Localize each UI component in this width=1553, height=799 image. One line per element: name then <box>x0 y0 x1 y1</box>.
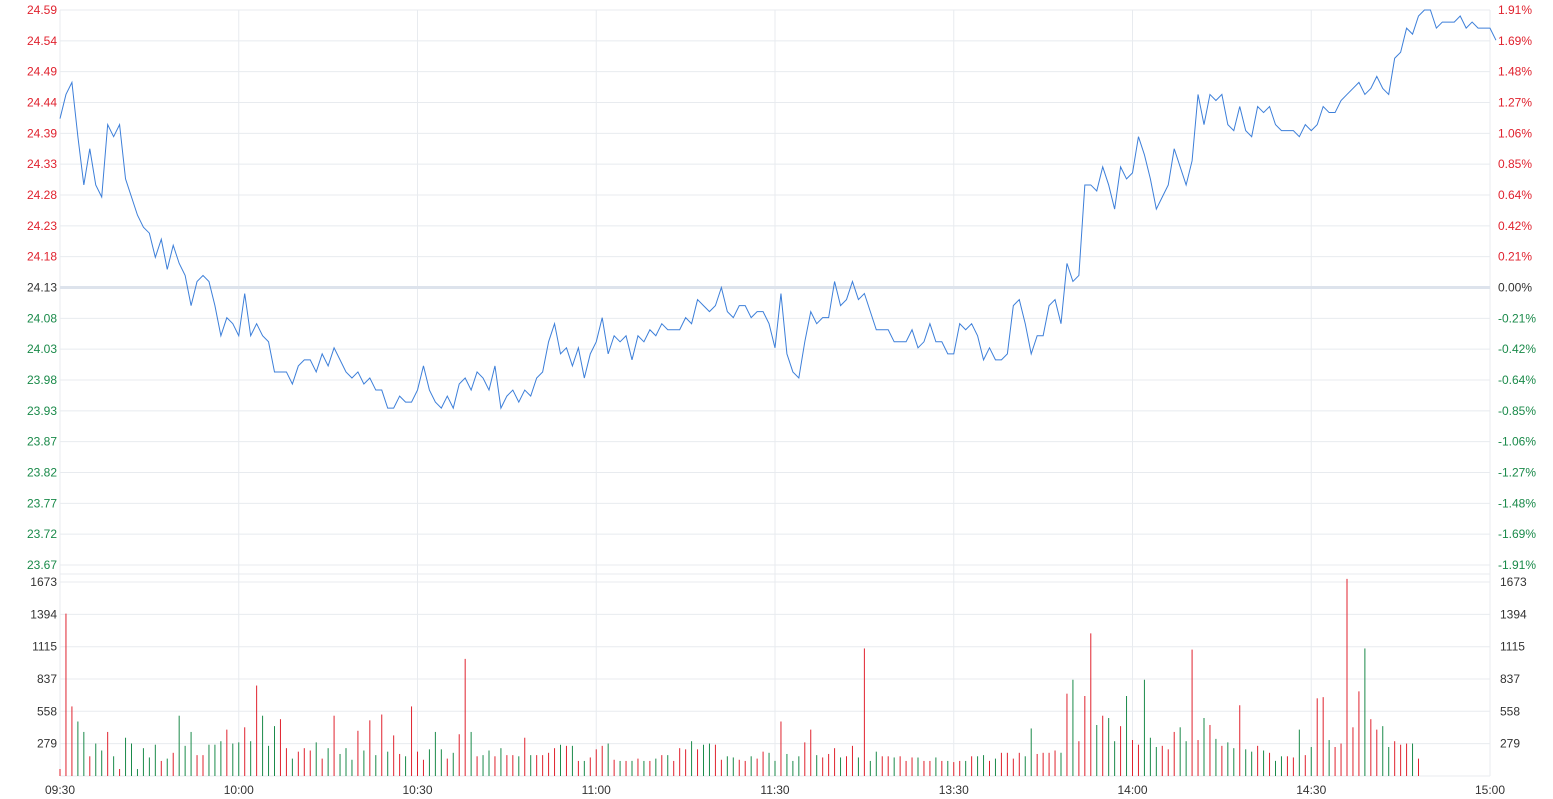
time-axis: 09:30 10:00 10:30 11:00 11:30 13:30 14:00 14:30… <box>45 783 1505 797</box>
volume-bars <box>59 578 1419 776</box>
percent-tick-label: -0.64% <box>1498 373 1536 387</box>
percent-tick-label: -1.48% <box>1498 496 1536 510</box>
price-tick-label: 23.67 <box>27 558 57 572</box>
percent-tick-label: 0.85% <box>1498 157 1532 171</box>
volume-tick-label: 558 <box>1500 704 1520 718</box>
volume-tick-label: 1115 <box>1500 640 1525 654</box>
volume-tick-label: 279 <box>1500 737 1520 751</box>
percent-tick-label: -1.91% <box>1498 558 1536 572</box>
volume-tick-label: 1673 <box>1500 575 1527 589</box>
price-tick-label: 24.18 <box>27 250 57 264</box>
percent-tick-label: -1.06% <box>1498 435 1536 449</box>
percent-tick-label: 0.00% <box>1498 281 1532 295</box>
percent-tick-label: -1.27% <box>1498 466 1536 480</box>
time-tick-label: 10:00 <box>224 783 254 797</box>
time-gridlines <box>238 10 1312 776</box>
price-tick-label: 24.59 <box>27 3 57 17</box>
price-tick-label: 24.03 <box>27 342 57 356</box>
price-tick-label: 23.77 <box>27 496 57 510</box>
percent-tick-label: 0.42% <box>1498 219 1532 233</box>
volume-tick-label: 1673 <box>30 575 57 589</box>
price-tick-label: 24.08 <box>27 311 57 325</box>
volume-tick-label: 1394 <box>30 607 57 621</box>
right-percent-axis: 1.91% 1.69% 1.48% 1.27% 1.06% 0.85% 0.64% 0.42%… <box>1498 3 1536 572</box>
time-tick-label: 10:30 <box>402 783 432 797</box>
price-tick-label: 23.87 <box>27 435 57 449</box>
price-tick-label: 24.13 <box>27 281 57 295</box>
left-volume-axis: 1673 1394 1115 837 558 279 <box>30 575 57 751</box>
percent-tick-label: -0.42% <box>1498 342 1536 356</box>
volume-tick-label: 837 <box>1500 672 1520 686</box>
price-tick-label: 24.23 <box>27 219 57 233</box>
price-tick-label: 24.39 <box>27 126 57 140</box>
price-tick-label: 23.93 <box>27 404 57 418</box>
percent-tick-label: -0.21% <box>1498 311 1536 325</box>
percent-tick-label: 0.64% <box>1498 188 1532 202</box>
time-tick-label: 11:30 <box>760 783 789 797</box>
percent-tick-label: 1.06% <box>1498 126 1532 140</box>
price-tick-label: 23.82 <box>27 466 57 480</box>
price-tick-label: 24.33 <box>27 157 57 171</box>
price-tick-label: 23.98 <box>27 373 57 387</box>
right-volume-axis: 1673 1394 1115 837 558 279 <box>1500 575 1527 751</box>
time-tick-label: 11:00 <box>582 783 611 797</box>
volume-tick-label: 837 <box>37 672 57 686</box>
percent-tick-label: 1.48% <box>1498 65 1532 79</box>
price-tick-label: 24.54 <box>27 34 57 48</box>
price-line <box>59 9 1497 410</box>
price-tick-label: 23.72 <box>27 527 57 541</box>
volume-tick-label: 279 <box>37 737 57 751</box>
price-tick-label: 24.49 <box>27 65 57 79</box>
percent-tick-label: 0.21% <box>1498 250 1532 264</box>
time-tick-label: 14:00 <box>1117 783 1147 797</box>
percent-tick-label: 1.69% <box>1498 34 1532 48</box>
volume-tick-label: 558 <box>37 704 57 718</box>
time-tick-label: 14:30 <box>1296 783 1326 797</box>
time-tick-label: 09:30 <box>45 783 75 797</box>
volume-tick-label: 1394 <box>1500 607 1527 621</box>
percent-tick-label: -0.85% <box>1498 404 1536 418</box>
left-price-axis: 24.59 24.54 24.49 24.44 24.39 24.33 24.28 24.23… <box>27 3 57 572</box>
percent-tick-label: 1.27% <box>1498 96 1532 110</box>
time-tick-label: 15:00 <box>1475 783 1505 797</box>
price-tick-label: 24.28 <box>27 188 57 202</box>
price-tick-label: 24.44 <box>27 96 57 110</box>
time-tick-label: 13:30 <box>939 783 969 797</box>
percent-tick-label: -1.69% <box>1498 527 1536 541</box>
percent-tick-label: 1.91% <box>1498 3 1532 17</box>
volume-tick-label: 1115 <box>32 640 57 654</box>
